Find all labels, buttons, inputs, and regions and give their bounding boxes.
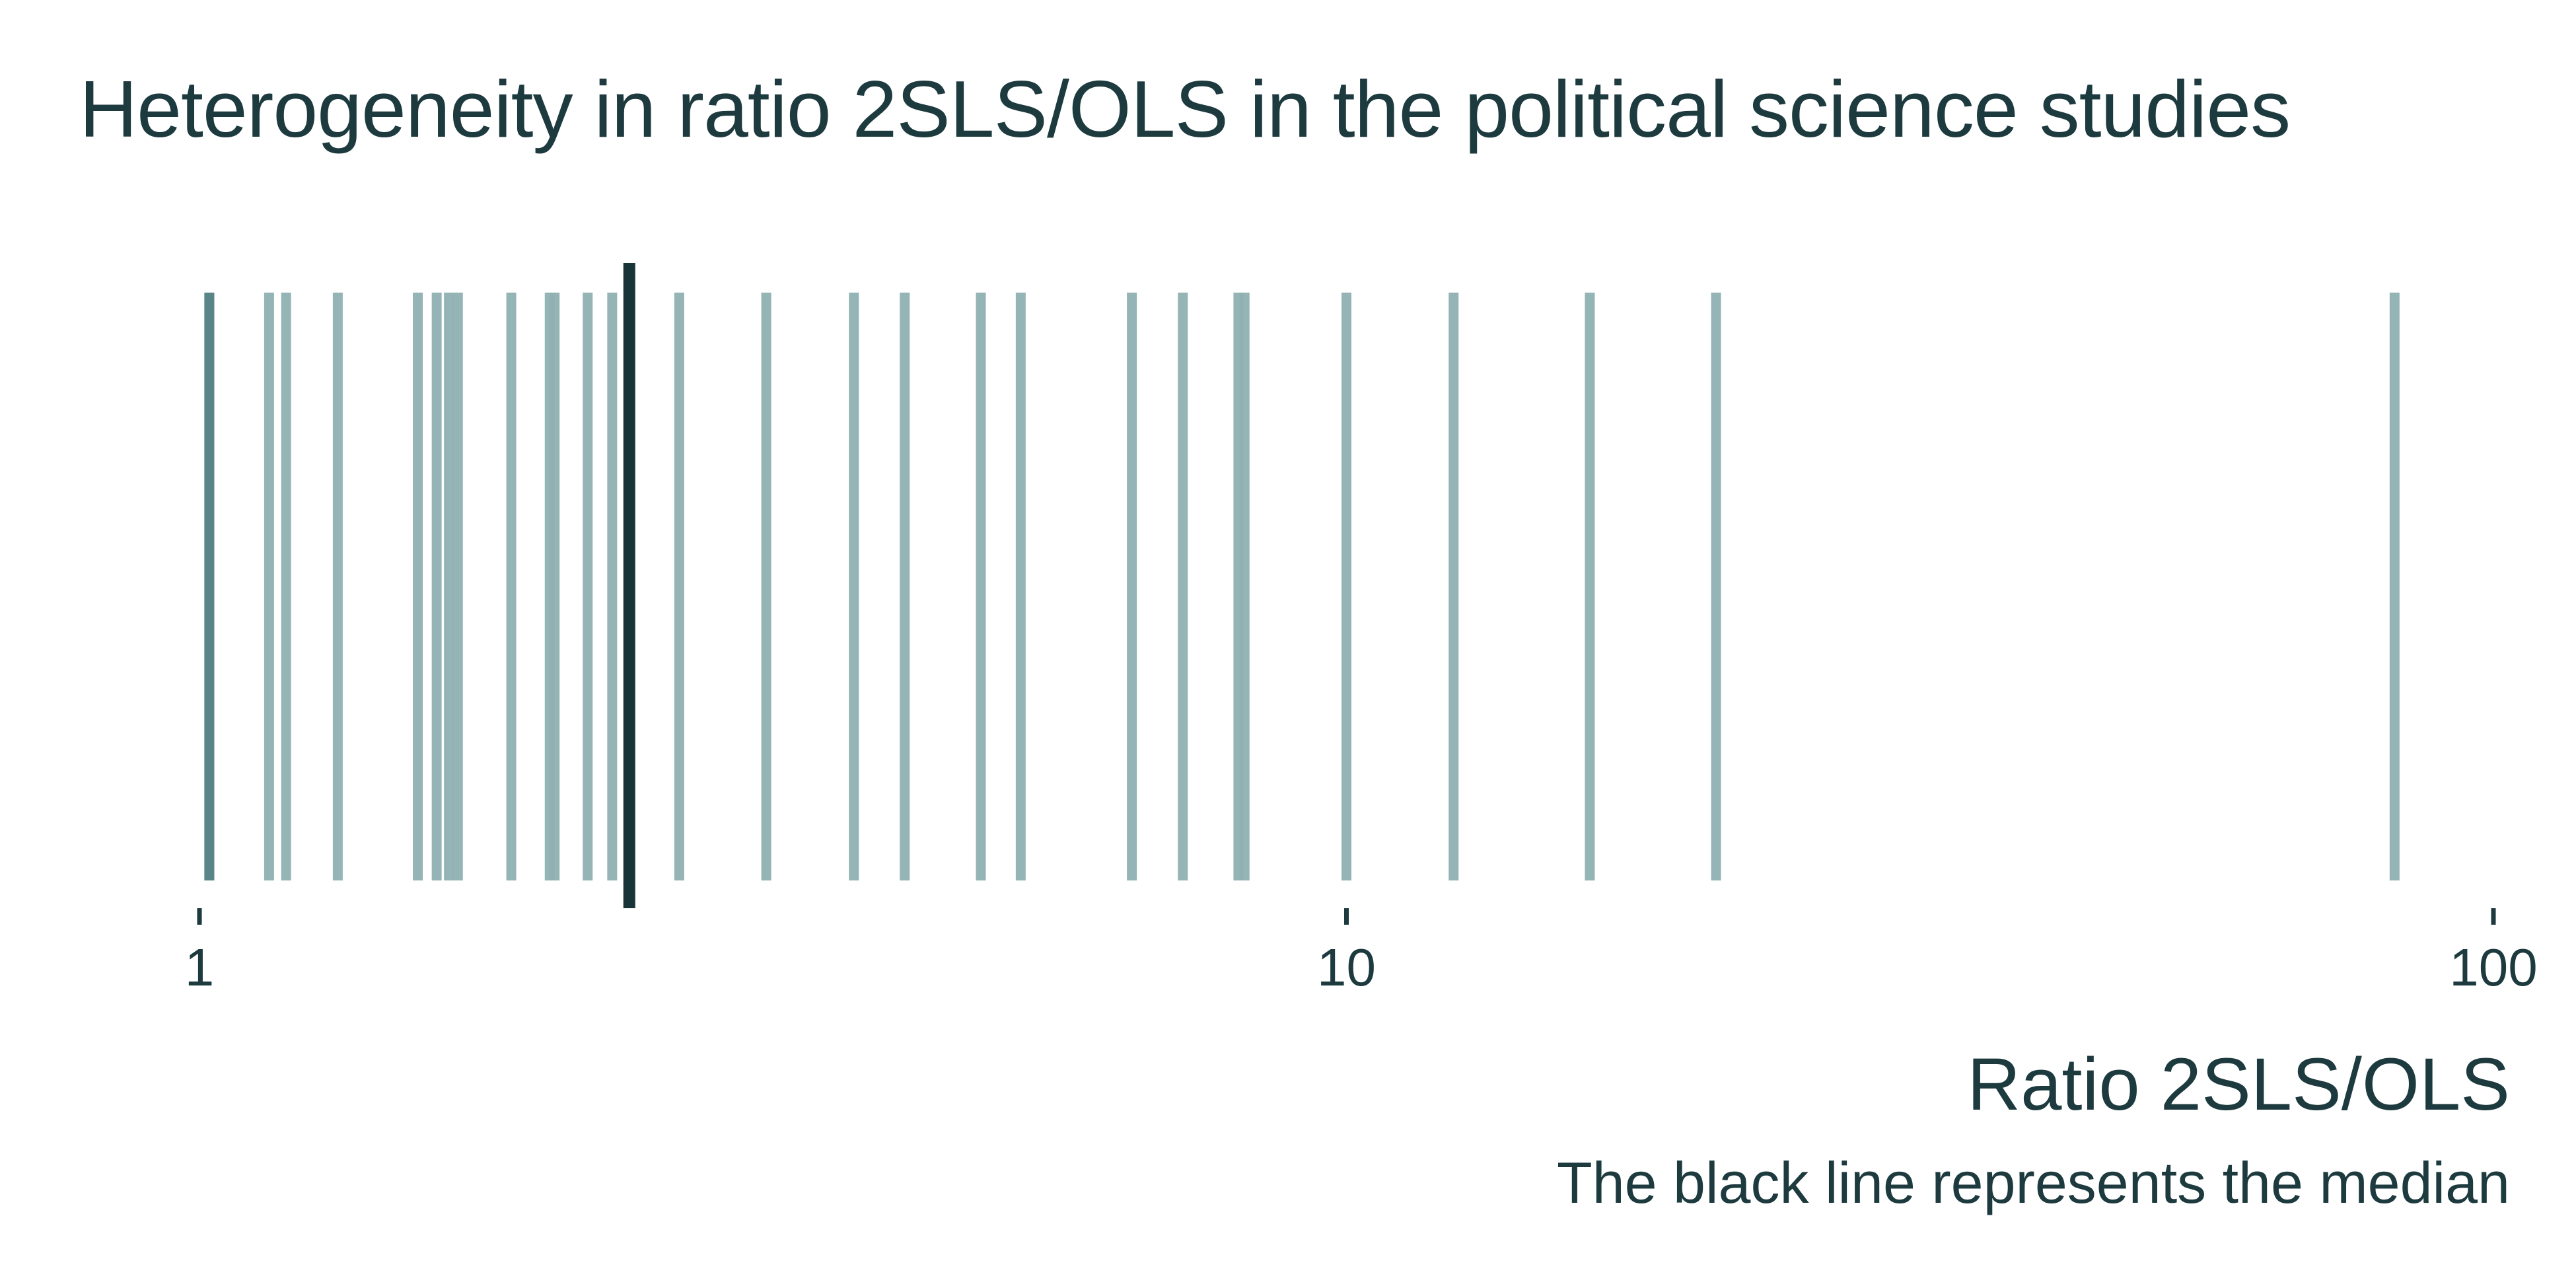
x-tick-label-10: 10	[1317, 938, 1376, 997]
x-tick-label-100: 100	[2449, 938, 2537, 997]
data-marks	[204, 293, 2400, 880]
chart-caption: The black line represents the median	[1556, 1150, 2510, 1215]
chart-title: Heterogeneity in ratio 2SLS/OLS in the p…	[79, 64, 2291, 154]
x-tick-label-1: 1	[185, 938, 215, 997]
x-axis: 1 10 100	[185, 908, 2538, 997]
x-axis-label: Ratio 2SLS/OLS	[1967, 1043, 2510, 1126]
